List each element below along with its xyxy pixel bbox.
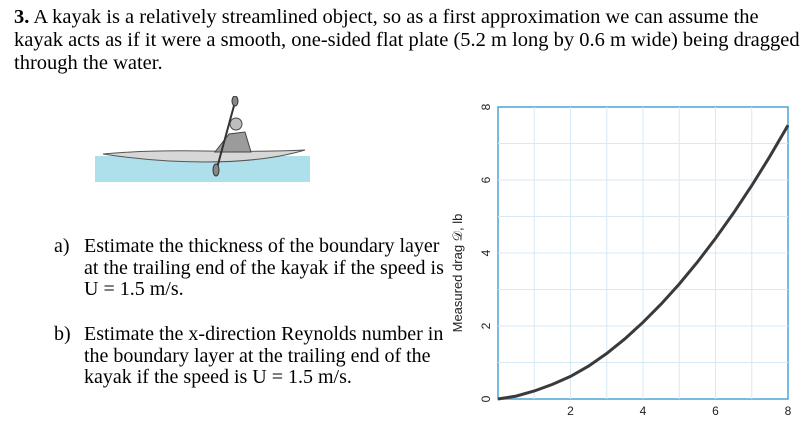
question-part-b: b) Estimate the x-direction Reynolds num… bbox=[54, 323, 444, 389]
problem-statement: 3. A kayak is a relatively streamlined o… bbox=[14, 6, 804, 75]
paddle-blade-bottom bbox=[212, 163, 220, 177]
drag-curve bbox=[497, 124, 790, 401]
paddle-blade-top bbox=[231, 96, 239, 107]
y-tick-label: 0 bbox=[479, 395, 493, 402]
grid-lines bbox=[498, 107, 788, 399]
y-tick-label: 2 bbox=[479, 322, 493, 329]
paddler-head bbox=[229, 117, 243, 131]
x-tick-labels: 2 4 6 8 bbox=[567, 404, 792, 418]
problem-number: 3. bbox=[14, 6, 30, 28]
part-a-letter: a) bbox=[54, 235, 70, 257]
question-part-a: a) Estimate the thickness of the boundar… bbox=[54, 235, 444, 301]
part-b-letter: b) bbox=[54, 323, 71, 345]
kayak-illustration bbox=[95, 96, 310, 182]
y-tick-label: 8 bbox=[479, 103, 493, 110]
y-tick-labels: 0 2 4 6 8 bbox=[479, 103, 493, 402]
kayak-hull bbox=[102, 149, 306, 163]
x-tick-label: 4 bbox=[640, 404, 647, 418]
paddle-shaft bbox=[216, 101, 236, 169]
y-tick-label: 4 bbox=[479, 249, 493, 256]
part-a-text: Estimate the thickness of the boundary l… bbox=[84, 235, 444, 300]
part-b-text: Estimate the x-direction Reynolds number… bbox=[84, 323, 444, 388]
x-tick-label: 8 bbox=[785, 404, 792, 418]
paddler-body bbox=[213, 131, 252, 153]
y-tick-label: 6 bbox=[479, 176, 493, 183]
problem-text: A kayak is a relatively streamlined obje… bbox=[14, 6, 800, 74]
drag-chart: 2 4 6 8 0 2 4 6 8 Measured drag 𝒟, lb bbox=[450, 103, 792, 418]
y-axis-label: Measured drag 𝒟, lb bbox=[450, 214, 465, 333]
x-tick-label: 2 bbox=[567, 404, 574, 418]
x-tick-label: 6 bbox=[712, 404, 719, 418]
